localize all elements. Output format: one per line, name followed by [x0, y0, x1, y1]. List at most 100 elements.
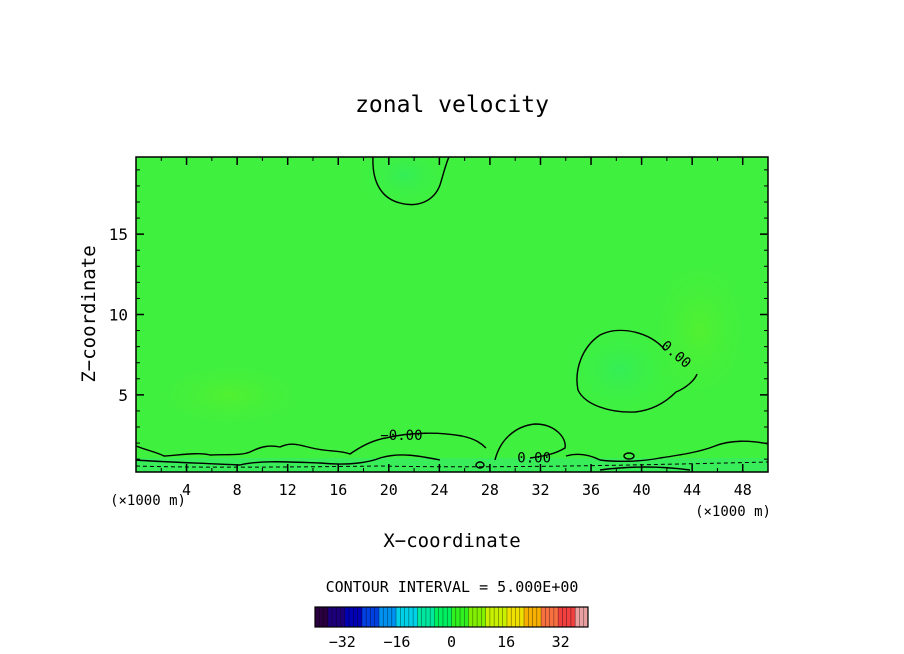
colorbar-cell [494, 607, 499, 627]
colorbar-cell [383, 607, 388, 627]
colorbar-cell [451, 607, 457, 627]
y-axis-label: Z−coordinate [78, 245, 100, 382]
x-unit-right: (×1000 m) [695, 504, 771, 520]
colorbar-cell [323, 607, 329, 627]
colorbar-cell [532, 607, 538, 627]
contour-label: 0.00 [517, 450, 551, 466]
colorbar-tick-label: 0 [447, 633, 456, 651]
colorbar-cell [344, 607, 350, 627]
colorbar-cell [489, 607, 495, 627]
x-tick-label: 8 [233, 481, 242, 499]
colorbar-cell [315, 607, 320, 627]
chart-title: zonal velocity [355, 92, 549, 118]
colorbar-cell [583, 607, 589, 627]
colorbar-cell [545, 607, 550, 627]
colorbar-cell [511, 607, 516, 627]
colorbar-frame [314, 606, 589, 628]
colorbar-cell [340, 607, 346, 627]
x-tick-label: 28 [481, 481, 499, 499]
colorbar-cell [528, 607, 533, 627]
x-tick-label: 48 [734, 481, 752, 499]
plot-area: 0.00−0.000.00 4 8 12 16 20 24 28 32 36 40 44 485101… [109, 156, 769, 499]
field-shade-high [640, 240, 760, 420]
colorbar-cell [434, 607, 440, 627]
contour-line [565, 440, 768, 463]
colorbar-cell [447, 607, 452, 627]
colorbar-cell [332, 607, 337, 627]
colorbar-cell [349, 607, 354, 627]
colorbar-cell [498, 607, 503, 627]
field-shade-high [140, 355, 320, 435]
colorbar-cell [506, 607, 512, 627]
colorbar-tick-label: 16 [497, 633, 515, 651]
colorbar-cell [327, 607, 333, 627]
colorbar-cell [570, 607, 576, 627]
colorbar-cell [579, 607, 585, 627]
y-tick-label: 10 [109, 306, 128, 325]
colorbar-cell [464, 607, 469, 627]
y-tick-label: 15 [109, 225, 128, 244]
x-axis-label: X−coordinate [383, 530, 520, 552]
colorbar-cell [413, 607, 418, 627]
x-tick-label: 4 [182, 481, 191, 499]
colorbar-cell [370, 607, 376, 627]
colorbar-cell [353, 607, 358, 627]
colorbar-cell [575, 607, 580, 627]
colorbar-cell [566, 607, 572, 627]
x-tick-label: 20 [380, 481, 398, 499]
colorbar-cell [404, 607, 410, 627]
colorbar-cell [460, 607, 465, 627]
colorbar-cell [524, 607, 529, 627]
colorbar-cell [562, 607, 567, 627]
contour-line [599, 466, 691, 471]
x-tick-label: 36 [582, 481, 600, 499]
colorbar-cell [378, 607, 384, 627]
colorbar-cell [468, 607, 474, 627]
colorbar-cell [425, 607, 431, 627]
colorbar-cell [536, 607, 542, 627]
contour-lines [136, 157, 768, 471]
contour-line [576, 329, 698, 413]
x-unit-left: (×1000 m) [110, 493, 186, 509]
colorbar-cell [387, 607, 393, 627]
colorbar-cell [553, 607, 559, 627]
x-tick-label: 32 [531, 481, 549, 499]
field-shade-low [355, 157, 455, 210]
x-tick-label: 40 [633, 481, 651, 499]
colorbar-cell [366, 607, 371, 627]
colorbar-tick-label: −32 [329, 633, 356, 651]
contour-line-dashed [136, 461, 768, 468]
colorbar-cell [361, 607, 367, 627]
colorbar-cell [541, 607, 546, 627]
colorbar-cell [515, 607, 521, 627]
x-tick-label: 16 [329, 481, 347, 499]
colorbar-cell [558, 607, 563, 627]
colorbar-cell [438, 607, 444, 627]
colorbar-cell [408, 607, 414, 627]
colorbar-cell [336, 607, 341, 627]
contour-line [494, 423, 566, 461]
colorbar-cell [417, 607, 422, 627]
colorbar-cell [391, 607, 397, 627]
colorbar-tick-label: 32 [552, 633, 570, 651]
colorbar-cell [519, 607, 525, 627]
contour-line [136, 432, 487, 457]
contour-line [136, 454, 441, 466]
colorbar-tick-label: −16 [383, 633, 410, 651]
contour-line [372, 157, 450, 206]
colorbar-cell [549, 607, 555, 627]
colorbar-cell [400, 607, 405, 627]
colorbar-cell [421, 607, 427, 627]
colorbar-cell [502, 607, 508, 627]
colorbar-cell [481, 607, 486, 627]
contour-line [475, 461, 485, 469]
colorbar-cell [477, 607, 482, 627]
colorbar-cell [319, 607, 324, 627]
colorbar-cell [374, 607, 380, 627]
colorbar-cell [485, 607, 491, 627]
colorbar-cell [442, 607, 448, 627]
colorbar-cell [472, 607, 478, 627]
contour-line [623, 452, 635, 460]
colorbar-cell [430, 607, 435, 627]
